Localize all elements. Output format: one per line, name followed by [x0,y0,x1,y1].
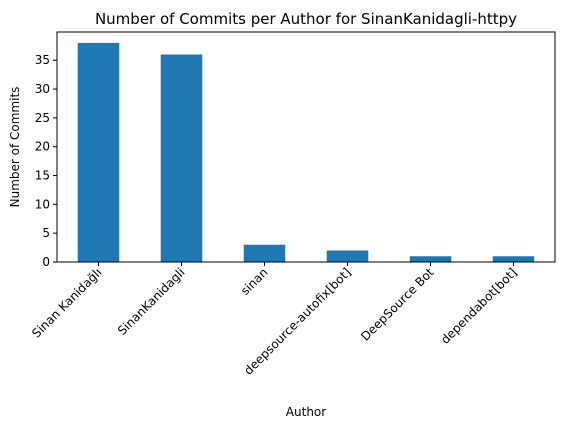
bar-2 [243,244,286,262]
x-axis-label: Author [286,405,326,419]
chart-title: Number of Commits per Author for SinanKa… [95,10,517,28]
y-axis-ticks: 0 5 10 15 20 25 30 35 [35,53,57,269]
y-tick-label-3: 15 [35,169,50,183]
x-tick-label-1: SinanKanidagli [115,265,188,338]
y-tick-label-1: 5 [42,226,50,240]
bar-3 [326,250,369,262]
y-axis-label: Number of Commits [8,87,22,208]
bar-0 [77,42,120,263]
axes-frame [56,31,556,263]
x-tick-label-0: Sinan Kanidağlı [29,265,104,340]
y-tick-label-4: 20 [35,140,50,154]
bar-4 [409,256,452,262]
y-tick-label-6: 30 [35,82,50,96]
x-tick-label-4: DeepSource Bot [358,265,437,344]
bars-group [77,42,535,263]
bar-1 [160,54,203,263]
bar-5 [492,256,535,262]
x-tick-label-5: dependabot[bot] [438,265,520,347]
y-tick-label-5: 25 [35,111,50,125]
y-tick-label-7: 35 [35,53,50,67]
y-tick-label-0: 0 [42,255,50,269]
y-tick-label-2: 10 [35,197,50,211]
x-tick-label-2: sinan [238,265,271,298]
x-axis-ticks: Sinan Kanidağlı SinanKanidagli sinandeepso… [29,262,520,378]
